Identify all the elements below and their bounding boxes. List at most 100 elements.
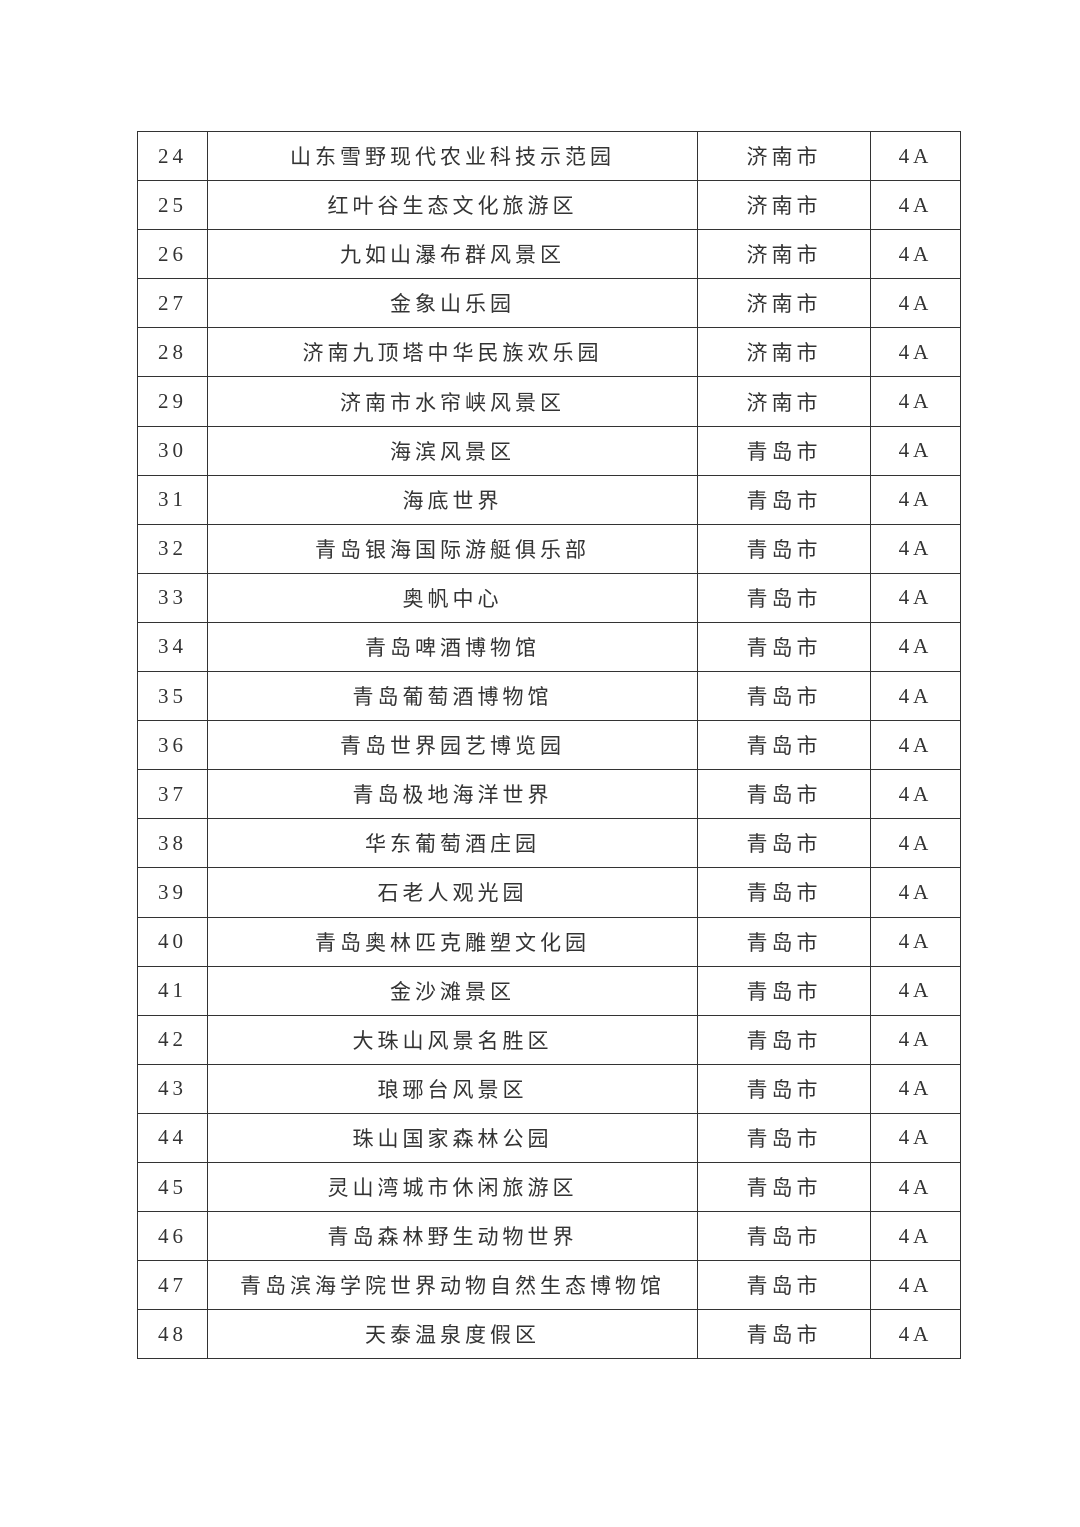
city-name: 青岛市 (697, 1260, 871, 1311)
table-row: 42 大珠山风景名胜区 青岛市 4A (137, 1014, 961, 1065)
table-body: 24 山东雪野现代农业科技示范园 济南市 4A 25 红叶谷生态文化旅游区 济南市 4A 26 九… (137, 130, 961, 1360)
grade-level: 4A (870, 1161, 961, 1213)
scenic-area-name: 珠山国家森林公园 (207, 1112, 698, 1163)
row-number: 25 (137, 180, 208, 231)
row-number: 32 (137, 523, 208, 574)
scenic-area-name: 青岛葡萄酒博物馆 (207, 671, 698, 722)
scenic-area-name: 青岛极地海洋世界 (207, 769, 698, 820)
city-name: 青岛市 (697, 1161, 871, 1213)
row-number: 31 (137, 474, 208, 525)
city-name: 青岛市 (697, 818, 871, 869)
row-number: 36 (137, 720, 208, 771)
grade-level: 4A (870, 229, 961, 280)
scenic-area-name: 灵山湾城市休闲旅游区 (207, 1161, 698, 1213)
city-name: 济南市 (697, 376, 871, 427)
scenic-area-name: 九如山瀑布群风景区 (207, 229, 698, 280)
grade-level: 4A (870, 572, 961, 623)
grade-level: 4A (870, 720, 961, 771)
grade-level: 4A (870, 130, 961, 182)
grade-level: 4A (870, 867, 961, 918)
table-row: 28 济南九顶塔中华民族欢乐园 济南市 4A (137, 327, 961, 378)
row-number: 30 (137, 425, 208, 476)
grade-level: 4A (870, 1260, 961, 1311)
table-row: 47 青岛滨海学院世界动物自然生态博物馆 青岛市 4A (137, 1260, 961, 1311)
city-name: 青岛市 (697, 1063, 871, 1114)
table-row: 26 九如山瀑布群风景区 济南市 4A (137, 229, 961, 280)
grade-level: 4A (870, 376, 961, 427)
grade-level: 4A (870, 1112, 961, 1163)
city-name: 青岛市 (697, 425, 871, 476)
grade-level: 4A (870, 1063, 961, 1114)
city-name: 青岛市 (697, 621, 871, 673)
scenic-area-name: 青岛银海国际游艇俱乐部 (207, 523, 698, 574)
row-number: 35 (137, 671, 208, 722)
row-number: 26 (137, 229, 208, 280)
row-number: 41 (137, 965, 208, 1016)
row-number: 34 (137, 621, 208, 673)
table-row: 29 济南市水帘峡风景区 济南市 4A (137, 376, 961, 427)
row-number: 47 (137, 1260, 208, 1311)
table-row: 38 华东葡萄酒庄园 青岛市 4A (137, 818, 961, 869)
grade-level: 4A (870, 1211, 961, 1262)
table-row: 41 金沙滩景区 青岛市 4A (137, 965, 961, 1016)
table-row: 34 青岛啤酒博物馆 青岛市 4A (137, 621, 961, 673)
city-name: 青岛市 (697, 916, 871, 967)
grade-level: 4A (870, 818, 961, 869)
row-number: 45 (137, 1161, 208, 1213)
scenic-area-name: 大珠山风景名胜区 (207, 1014, 698, 1065)
grade-level: 4A (870, 965, 961, 1016)
scenic-area-name: 青岛世界园艺博览园 (207, 720, 698, 771)
row-number: 33 (137, 572, 208, 623)
grade-level: 4A (870, 769, 961, 820)
scenic-area-name: 济南市水帘峡风景区 (207, 376, 698, 427)
city-name: 青岛市 (697, 720, 871, 771)
table-row: 25 红叶谷生态文化旅游区 济南市 4A (137, 180, 961, 231)
table-row: 27 金象山乐园 济南市 4A (137, 278, 961, 329)
row-number: 27 (137, 278, 208, 329)
table-row: 37 青岛极地海洋世界 青岛市 4A (137, 769, 961, 820)
scenic-area-name: 青岛滨海学院世界动物自然生态博物馆 (207, 1260, 698, 1311)
scenic-area-table: 24 山东雪野现代农业科技示范园 济南市 4A 25 红叶谷生态文化旅游区 济南市 4A 26 九… (137, 130, 961, 1360)
city-name: 青岛市 (697, 474, 871, 525)
grade-level: 4A (870, 523, 961, 574)
row-number: 37 (137, 769, 208, 820)
table-row: 45 灵山湾城市休闲旅游区 青岛市 4A (137, 1161, 961, 1213)
row-number: 46 (137, 1211, 208, 1262)
scenic-area-name: 天泰温泉度假区 (207, 1309, 698, 1360)
row-number: 48 (137, 1309, 208, 1360)
city-name: 青岛市 (697, 769, 871, 820)
row-number: 40 (137, 916, 208, 967)
row-number: 42 (137, 1014, 208, 1065)
scenic-area-name: 济南九顶塔中华民族欢乐园 (207, 327, 698, 378)
table-row: 24 山东雪野现代农业科技示范园 济南市 4A (137, 130, 961, 182)
city-name: 青岛市 (697, 1211, 871, 1262)
row-number: 44 (137, 1112, 208, 1163)
grade-level: 4A (870, 180, 961, 231)
city-name: 济南市 (697, 229, 871, 280)
scenic-area-name: 海滨风景区 (207, 425, 698, 476)
scenic-area-name: 琅琊台风景区 (207, 1063, 698, 1114)
city-name: 济南市 (697, 278, 871, 329)
grade-level: 4A (870, 1014, 961, 1065)
table-row: 48 天泰温泉度假区 青岛市 4A (137, 1309, 961, 1360)
grade-level: 4A (870, 474, 961, 525)
scenic-area-name: 青岛森林野生动物世界 (207, 1211, 698, 1262)
scenic-area-name: 红叶谷生态文化旅游区 (207, 180, 698, 231)
city-name: 济南市 (697, 130, 871, 182)
city-name: 青岛市 (697, 1309, 871, 1360)
grade-level: 4A (870, 1309, 961, 1360)
scenic-area-name: 青岛啤酒博物馆 (207, 621, 698, 673)
table-row: 33 奥帆中心 青岛市 4A (137, 572, 961, 623)
table-row: 30 海滨风景区 青岛市 4A (137, 425, 961, 476)
grade-level: 4A (870, 621, 961, 673)
table-row: 46 青岛森林野生动物世界 青岛市 4A (137, 1211, 961, 1262)
row-number: 28 (137, 327, 208, 378)
grade-level: 4A (870, 671, 961, 722)
city-name: 青岛市 (697, 671, 871, 722)
scenic-area-name: 金象山乐园 (207, 278, 698, 329)
table-row: 36 青岛世界园艺博览园 青岛市 4A (137, 720, 961, 771)
scenic-area-name: 华东葡萄酒庄园 (207, 818, 698, 869)
table-row: 32 青岛银海国际游艇俱乐部 青岛市 4A (137, 523, 961, 574)
table-row: 35 青岛葡萄酒博物馆 青岛市 4A (137, 671, 961, 722)
table-row: 44 珠山国家森林公园 青岛市 4A (137, 1112, 961, 1163)
